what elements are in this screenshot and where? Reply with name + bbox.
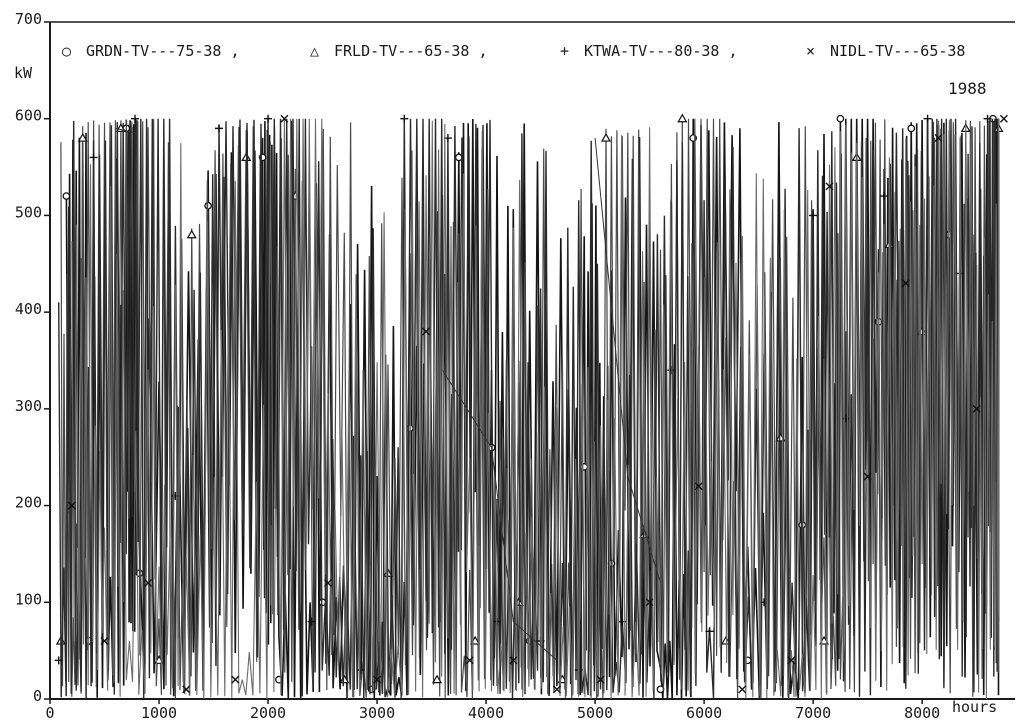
data-point-s3 [89, 153, 98, 162]
legend-label-nidl: NIDL-TV---65-38 [830, 42, 965, 60]
y-tick-label: 600 [15, 107, 42, 125]
data-point-s3 [841, 414, 850, 423]
x-tick-label: 8000 [904, 704, 940, 722]
y-unit-label: kW [14, 64, 33, 82]
data-point-s3 [307, 617, 316, 626]
data-point-s4 [694, 482, 703, 491]
y-tick-label: 500 [15, 203, 42, 221]
x-tick-label: 5000 [577, 704, 613, 722]
x-tick-label: 7000 [795, 704, 831, 722]
x-unit-label: hours [952, 698, 997, 716]
data-point-s2 [431, 674, 443, 684]
data-point-s3 [879, 192, 888, 201]
data-point-s2 [186, 229, 197, 239]
data-point-s4 [972, 404, 981, 413]
axes [49, 21, 1015, 700]
data-point-s3 [264, 114, 273, 123]
plot-area [54, 113, 1008, 700]
x-tick-label: 3000 [359, 704, 395, 722]
x-tick-label: 6000 [686, 704, 722, 722]
y-tick-label: 400 [15, 300, 42, 318]
x-tick-label: 4000 [468, 704, 504, 722]
y-tick-label: 300 [15, 397, 42, 415]
data-point-s3 [131, 114, 140, 123]
data-point-s3 [983, 114, 992, 123]
data-point-s4 [67, 501, 76, 510]
data-point-s2 [677, 113, 688, 123]
data-point-s4 [825, 182, 834, 191]
data-point-s3 [956, 269, 965, 278]
data-point-s3 [809, 211, 818, 220]
data-point-s4 [901, 279, 910, 288]
data-point-s2 [600, 132, 612, 142]
y-tick-label: 200 [15, 494, 42, 512]
series-line-4 [71, 118, 1000, 700]
legend-symbol-grdn: ○ [62, 42, 71, 60]
y-tick-label: 0 [33, 687, 42, 705]
data-point-s3 [705, 627, 714, 636]
legend-symbol-ktwa: + [560, 42, 569, 60]
legend-symbol-frld: △ [310, 42, 319, 60]
data-point-s4 [552, 685, 561, 694]
data-point-s3 [171, 491, 180, 500]
data-point-s4 [999, 114, 1008, 123]
legend-label-grdn: GRDN-TV---75-38 , [86, 42, 240, 60]
data-point-s1 [907, 124, 916, 133]
connector-line-2 [594, 138, 661, 584]
legend-label-frld: FRLD-TV---65-38 , [334, 42, 488, 60]
data-point-s3 [400, 114, 409, 123]
data-point-s4 [596, 675, 605, 684]
data-point-s4 [645, 598, 654, 607]
connector-line-1 [442, 369, 558, 661]
data-point-s1 [836, 114, 845, 123]
legend-label-ktwa: KTWA-TV---80-38 , [584, 42, 738, 60]
data-point-s1 [580, 463, 589, 471]
data-point-s4 [934, 134, 943, 143]
data-point-s4 [144, 578, 153, 587]
data-point-s4 [738, 685, 747, 694]
data-point-s3 [214, 124, 223, 133]
legend: ○ GRDN-TV---75-38 , △ FRLD-TV---65-38 , … [62, 42, 965, 60]
legend-symbol-nidl: × [806, 42, 815, 60]
data-point-s4 [100, 636, 109, 645]
data-point-s4 [787, 656, 796, 665]
x-tick-label: 1000 [141, 704, 177, 722]
data-point-s4 [182, 685, 191, 694]
data-point-s4 [863, 472, 872, 481]
data-point-s4 [373, 675, 382, 684]
connector-line-3 [115, 127, 138, 134]
data-point-s4 [231, 675, 240, 684]
data-point-s3 [54, 656, 63, 665]
data-point-s3 [356, 665, 365, 674]
data-point-s1 [62, 192, 71, 200]
y-tick-label: 700 [15, 10, 42, 28]
x-tick-label: 2000 [250, 704, 286, 722]
data-point-s2 [77, 132, 88, 142]
year-annotation: 1988 [948, 79, 987, 98]
y-ticks: 0 100 200 300 400 500 600 700 [15, 10, 50, 705]
data-point-s4 [422, 327, 431, 336]
x-ticks: 0 1000 2000 3000 4000 5000 6000 7000 8000 [45, 699, 940, 722]
data-point-s3 [760, 598, 769, 607]
data-point-s4 [280, 114, 289, 123]
data-point-s4 [465, 656, 474, 665]
y-tick-label: 100 [15, 590, 42, 608]
data-point-s4 [509, 656, 518, 665]
data-point-s4 [324, 578, 332, 587]
data-point-s3 [923, 114, 932, 123]
x-tick-label: 0 [45, 704, 54, 722]
